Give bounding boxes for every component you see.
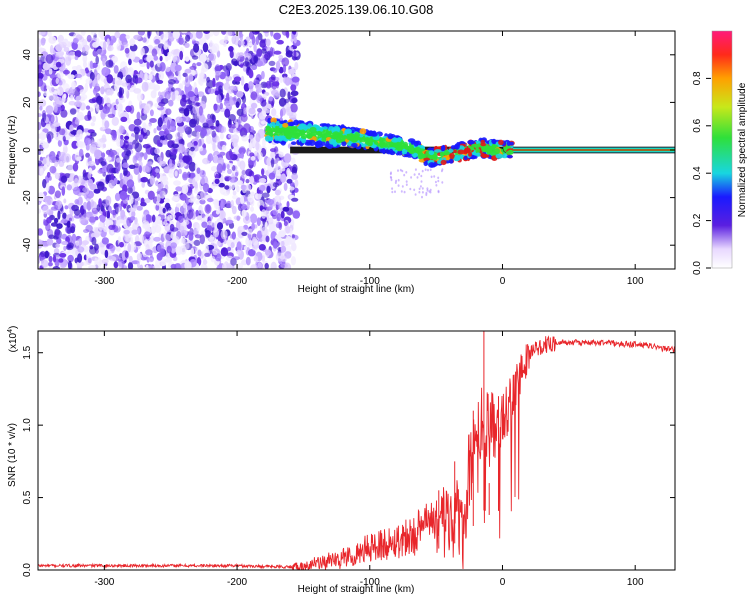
spectrogram-ytick-label: -40	[22, 238, 33, 253]
snr-scale-close: )	[8, 326, 19, 329]
colorbar-tick-label: 0.6	[692, 118, 703, 132]
colorbar-frame	[711, 30, 733, 269]
colorbar-ticks: 0.0 0.2 0.4 0.6 0.8	[692, 71, 711, 275]
spectrogram-ytick-label: 0	[22, 147, 33, 153]
snr-scale-prefix: (x10	[8, 332, 19, 352]
snr-xtick-label: -300	[94, 577, 114, 588]
spectrogram-xtick-label: -300	[94, 276, 114, 287]
snr-axes: -300 -200 -100 0 100 0.0 0.5 1.0 1.5	[22, 331, 675, 588]
spectrogram-xtick-label: 100	[627, 276, 644, 287]
snr-frame	[37, 330, 676, 571]
snr-xtick-label: 0	[500, 577, 506, 588]
snr-scale-exp: 4	[7, 329, 14, 333]
spectrogram-xtick-label: -100	[360, 276, 380, 287]
colorbar-tick-label: 0.2	[692, 213, 703, 227]
spectrogram-ytick-label: 20	[22, 96, 33, 108]
spectrogram-xtick-label: 0	[500, 276, 506, 287]
spectrogram-ylabel: Frequency (Hz)	[7, 116, 18, 185]
spectrogram-xlabel: Height of straight line (km)	[298, 284, 415, 295]
snr-ylabel: SNR (10 * v/v)	[7, 423, 18, 487]
spectrogram-plot	[38, 31, 675, 269]
snr-xlabel: Height of straight line (km)	[298, 584, 415, 595]
snr-xtick-label: 100	[627, 577, 644, 588]
colorbar-tick-label: 0.4	[692, 166, 703, 180]
snr-scale-label: (x104)	[7, 326, 19, 353]
colorbar-tick-label: 0.0	[692, 261, 703, 275]
snr-ytick-label: 0.5	[22, 490, 33, 504]
page-title: C2E3.2025.139.06.10.G08	[279, 2, 434, 17]
snr-xtick-label: -100	[360, 577, 380, 588]
spectrogram-ytick-label: -20	[22, 190, 33, 205]
snr-xtick-label: -200	[227, 577, 247, 588]
spectrogram-ytick-label: 40	[22, 49, 33, 61]
snr-ytick-label: 1.0	[22, 418, 33, 432]
snr-ytick-label: 1.5	[22, 345, 33, 359]
noise-speckle	[38, 31, 301, 269]
snr-line	[38, 335, 675, 570]
colorbar-label: Normalized spectral amplitude	[737, 82, 748, 217]
spectrogram-xtick-label: -200	[227, 276, 247, 287]
ridge	[264, 117, 515, 199]
colorbar	[712, 31, 732, 268]
svg-text:(x104): (x104)	[7, 326, 19, 353]
snr-plot	[38, 331, 675, 570]
carrier-red	[509, 149, 675, 151]
colorbar-tick-label: 0.8	[692, 71, 703, 85]
snr-ytick-label: 0.0	[22, 563, 33, 577]
